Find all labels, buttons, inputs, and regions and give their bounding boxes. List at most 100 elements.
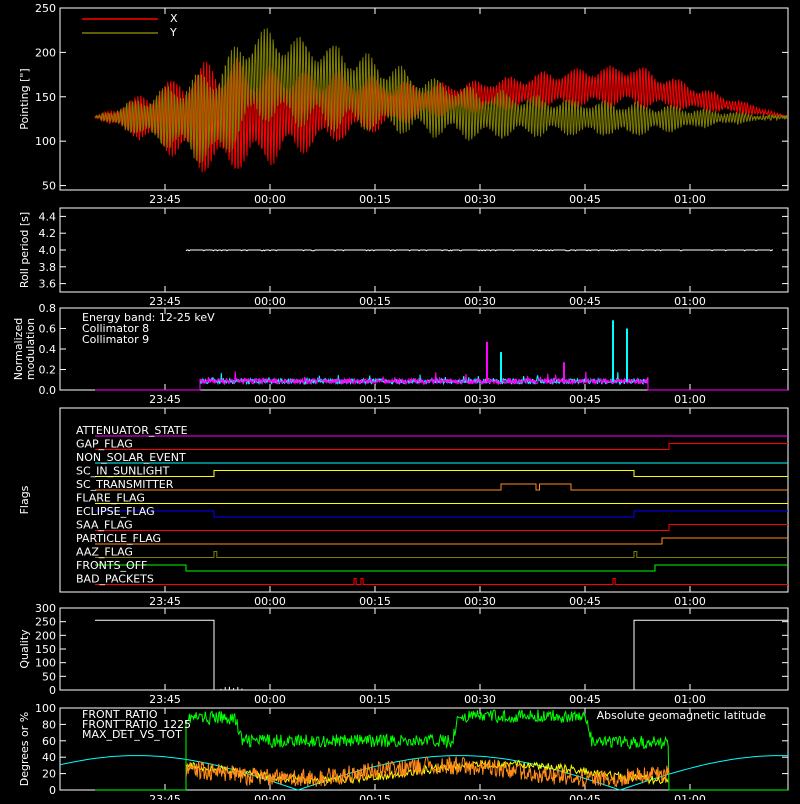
x-tick-label: 00:30 [464,595,496,608]
flag-line [95,578,788,585]
y-tick-label: 0.6 [39,323,57,336]
y-tick-label: 40 [42,751,56,764]
y-axis-label: Flags [18,485,31,514]
latitude-series [59,755,788,791]
x-tick-label: 00:45 [569,793,601,800]
y-tick-label: 200 [35,46,56,59]
flag-label: SC_TRANSMITTER [76,478,174,491]
flag-label: AAZ_FLAG [76,546,133,559]
y-tick-label: 0.8 [39,302,57,315]
x-tick-label: 00:30 [464,295,496,308]
flag-line [95,483,788,491]
max-det-vs-tot-series [185,755,670,788]
flag-label: FRONTS_OFF [76,559,147,572]
y-tick-label: 200 [35,629,56,642]
y-tick-label: 4.2 [39,227,57,240]
flag-label: GAP_FLAG [76,438,133,451]
front-ratio-series [185,759,669,786]
x-tick-label: 01:00 [674,393,706,406]
x-tick-label: 00:00 [254,693,286,706]
legend-label: Collimator 9 [82,333,149,346]
y-tick-label: 50 [42,670,56,683]
front-ratio-1225-series [95,709,788,791]
flag-line [95,551,788,558]
y-tick-label: 3.8 [39,261,57,274]
flag-label: ECLIPSE_FLAG [76,505,155,518]
y-tick-label: 0 [49,684,56,697]
y-tick-label: 0.0 [39,384,57,397]
x-tick-label: 23:45 [149,193,181,206]
flag-label: PARTICLE_FLAG [76,532,161,545]
legend-label: Y [169,26,177,39]
x-tick-label: 00:45 [569,393,601,406]
quality-series [95,619,788,691]
panel-frame [59,7,789,191]
x-tick-label: 00:15 [359,193,391,206]
x-tick-label: 00:15 [359,793,391,800]
x-tick-label: 00:30 [464,193,496,206]
legend-label: MAX_DET_VS_TOT [82,728,182,741]
panel-frame [59,707,789,791]
x-tick-label: 00:15 [359,693,391,706]
x-tick-label: 01:00 [674,793,706,800]
x-tick-label: 00:15 [359,595,391,608]
flag-line [95,443,788,450]
y-tick-label: 100 [35,135,56,148]
panel-frame [59,407,789,593]
y-axis-label: Quality [18,629,31,669]
y-axis-label: Degrees or % [18,712,31,786]
y-tick-label: 20 [42,768,56,781]
flag-label: SC_IN_SUNLIGHT [76,465,170,478]
x-tick-label: 23:45 [149,595,181,608]
x-tick-label: 00:30 [464,693,496,706]
annotation-label: Absolute geomagnetic latitude [597,709,767,722]
y-tick-label: 150 [35,643,56,656]
y-tick-label: 0.4 [39,343,57,356]
y-tick-label: 4.0 [39,244,57,257]
flag-label: ATTENUATOR_STATE [76,424,188,437]
x-tick-label: 00:30 [464,793,496,800]
x-tick-label: 00:00 [254,595,286,608]
y-tick-label: 250 [35,2,56,15]
y-tick-label: 250 [35,616,56,629]
x-tick-label: 23:45 [149,295,181,308]
pointing-series-y [94,28,789,163]
x-tick-label: 01:00 [674,595,706,608]
x-tick-label: 23:45 [149,693,181,706]
x-tick-label: 23:45 [149,393,181,406]
x-tick-label: 00:00 [254,295,286,308]
legend-label: FRONT_RATIO_1225 [82,718,191,731]
legend-label: Energy band: 12-25 keV [82,311,215,324]
flag-line [95,564,788,572]
x-tick-label: 00:45 [569,693,601,706]
y-axis-label: Pointing ["] [18,68,31,129]
axes-layer [59,7,789,791]
y-tick-label: 0 [49,784,56,797]
x-tick-label: 00:45 [569,193,601,206]
data-layer [59,18,789,791]
flag-line [95,470,788,477]
x-tick-label: 00:15 [359,295,391,308]
y-tick-label: 4.4 [39,210,57,223]
x-tick-label: 00:45 [569,295,601,308]
flag-line [95,537,788,545]
y-axis-label: Roll period [s] [18,212,31,288]
roll-period-series [185,249,773,252]
y-tick-label: 60 [42,735,56,748]
y-tick-label: 0.2 [39,364,57,377]
x-tick-label: 01:00 [674,693,706,706]
y-tick-label: 100 [35,702,56,715]
y-tick-label: 150 [35,91,56,104]
y-tick-label: 100 [35,657,56,670]
x-tick-label: 00:45 [569,595,601,608]
x-tick-label: 23:45 [149,793,181,800]
modulation-series-collimator-9 [95,371,788,391]
flag-label: FLARE_FLAG [76,492,145,505]
flag-line [95,510,788,518]
y-tick-label: 50 [42,180,56,193]
y-tick-label: 300 [35,602,56,615]
text-layer: 23:45 00:00 00:15 00:30 00:45 01:005010015020… [12,2,767,804]
x-tick-label: 00:00 [254,393,286,406]
